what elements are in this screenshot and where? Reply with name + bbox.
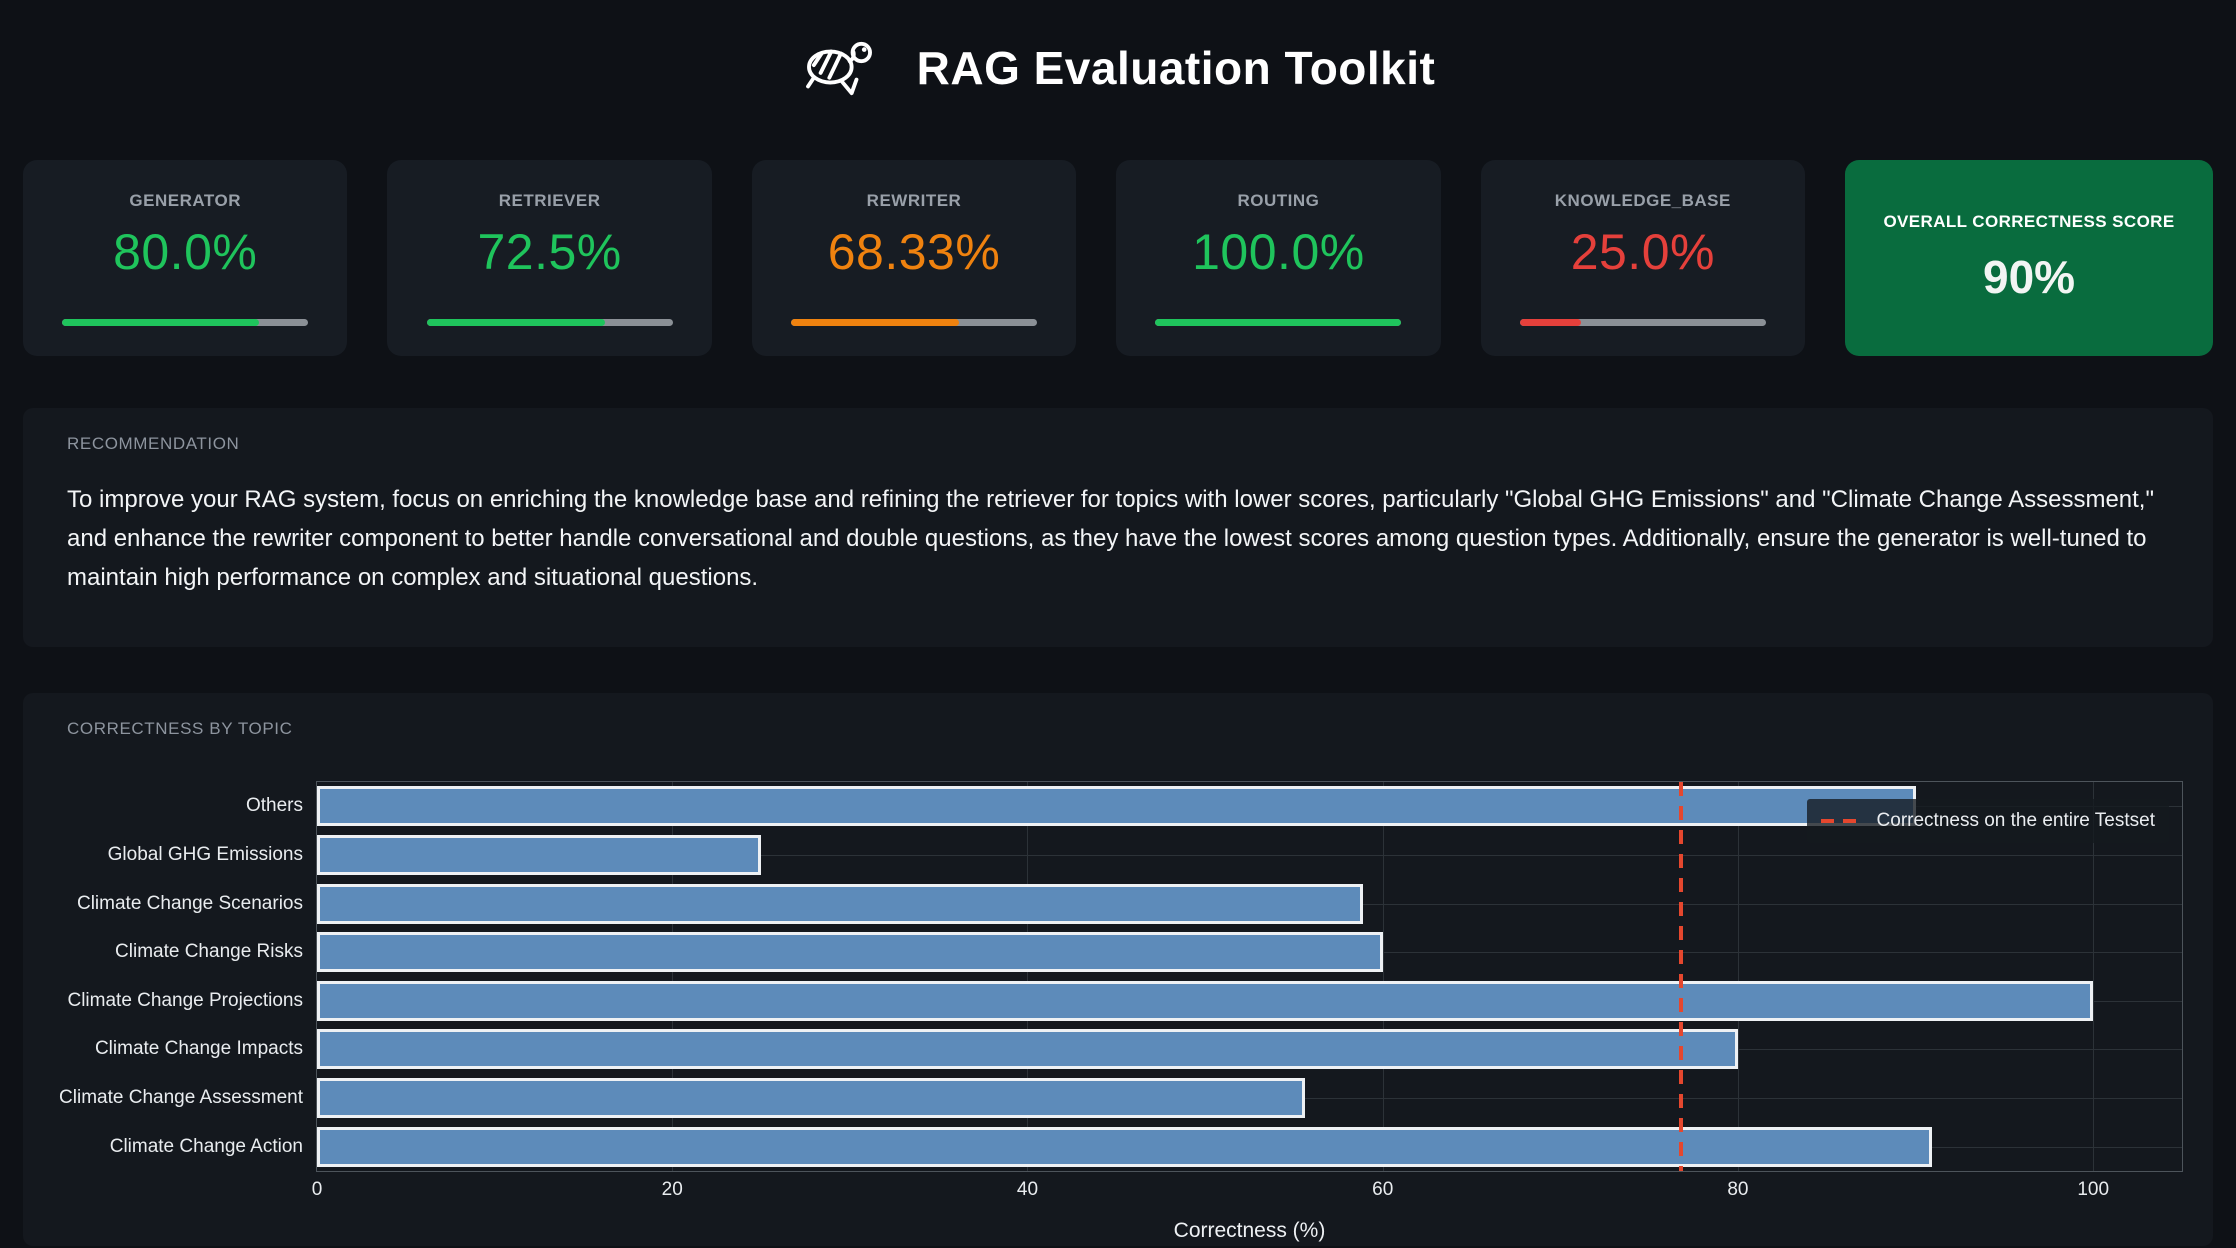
- gridline-vertical: [1737, 782, 1739, 1171]
- metric-label: KNOWLEDGE_BASE: [1554, 190, 1731, 210]
- gridline-vertical: [1027, 782, 1029, 1171]
- metric-value: 100.0%: [1192, 223, 1365, 280]
- bar-climate-change-impacts: [317, 1029, 1738, 1070]
- metrics-row: GENERATOR 80.0% RETRIEVER 72.5% REWRITER 68.3…: [23, 160, 2214, 356]
- metric-card-generator: GENERATOR 80.0%: [23, 160, 348, 356]
- bar-chart-plot-area: Others Global GHG Emissions Climate Change…: [59, 781, 2183, 1242]
- metric-label: ROUTING: [1237, 190, 1320, 210]
- metric-progress-track: [426, 318, 673, 326]
- chart-x-axis-title: Correctness (%): [1173, 1219, 1326, 1242]
- y-axis-category-label: Global GHG Emissions: [107, 843, 303, 865]
- gridline-vertical: [672, 782, 674, 1171]
- x-axis-tick-label: 40: [1016, 1179, 1039, 1200]
- y-axis-category-label: Climate Change Projections: [67, 989, 303, 1011]
- metric-value: 72.5%: [477, 223, 622, 280]
- dashed-line-legend-swatch: [1820, 819, 1865, 823]
- gridline-vertical: [1382, 782, 1384, 1171]
- chart-y-axis-labels: Others Global GHG Emissions Climate Change…: [15, 782, 303, 1171]
- overall-correctness-label: OVERALL CORRECTNESS SCORE: [1883, 212, 2175, 231]
- metric-value: 68.33%: [827, 223, 1001, 280]
- x-axis-tick-label: 20: [661, 1179, 683, 1200]
- page-title: RAG Evaluation Toolkit: [916, 42, 1436, 94]
- metric-value: 80.0%: [113, 223, 258, 280]
- metric-progress-fill: [1155, 318, 1402, 326]
- recommendation-panel: RECOMMENDATION To improve your RAG syste…: [23, 408, 2213, 647]
- metric-card-rewriter: REWRITER 68.33%: [751, 160, 1077, 356]
- y-axis-category-label: Climate Change Action: [109, 1135, 303, 1157]
- y-axis-category-label: Climate Change Impacts: [94, 1038, 303, 1060]
- chart-heading: CORRECTNESS BY TOPIC: [67, 719, 293, 738]
- gridline-vertical: [2093, 782, 2095, 1171]
- bar-climate-change-assessment: [317, 1078, 1305, 1119]
- metric-progress-fill: [426, 318, 605, 326]
- y-axis-category-label: Climate Change Scenarios: [76, 892, 303, 914]
- metric-progress-track: [1519, 318, 1766, 326]
- metric-label: RETRIEVER: [498, 190, 601, 210]
- recommendation-text: To improve your RAG system, focus on enr…: [67, 486, 2154, 591]
- overall-correctness-card: OVERALL CORRECTNESS SCORE 90%: [1845, 160, 2214, 356]
- metric-value: 25.0%: [1570, 223, 1715, 280]
- gridline-horizontal: [317, 854, 2182, 856]
- bar-climate-change-action: [317, 1126, 1932, 1167]
- metric-label: REWRITER: [866, 190, 962, 210]
- metric-progress-fill: [62, 318, 259, 326]
- x-axis-tick-label: 80: [1727, 1179, 1749, 1200]
- x-axis-tick-label: 100: [2077, 1179, 2110, 1200]
- metric-card-knowledge_base: KNOWLEDGE_BASE 25.0%: [1480, 160, 1806, 356]
- x-axis-tick-label: 0: [311, 1179, 323, 1200]
- metric-label: GENERATOR: [129, 190, 241, 210]
- metric-progress-track: [62, 318, 309, 326]
- metric-progress-fill: [791, 318, 960, 326]
- legend-label: Correctness on the entire Testset: [1876, 810, 2155, 831]
- correctness-by-topic-panel: CORRECTNESS BY TOPIC Others Global GHG Em…: [23, 693, 2213, 1246]
- x-axis-tick-label: 60: [1372, 1179, 1394, 1200]
- bar-climate-change-projections: [317, 980, 2094, 1021]
- bar-climate-change-risks: [317, 932, 1383, 973]
- y-axis-category-label: Climate Change Risks: [115, 941, 303, 963]
- bar-others: [317, 786, 1916, 827]
- bar-global-ghg-emissions: [317, 834, 762, 875]
- metric-progress-track: [1155, 318, 1402, 326]
- turtle-icon: [805, 41, 872, 96]
- chart-legend: Correctness on the entire Testset: [1806, 799, 2169, 843]
- y-axis-category-label: Others: [245, 795, 303, 817]
- metric-card-retriever: RETRIEVER 72.5%: [387, 160, 712, 356]
- metric-progress-track: [791, 318, 1038, 326]
- y-axis-category-label: Climate Change Assessment: [59, 1087, 303, 1109]
- overall-correctness-value: 90%: [1982, 251, 2076, 303]
- bar-climate-change-scenarios: [317, 883, 1364, 924]
- testset-correctness-reference-line: [1679, 782, 1684, 1171]
- metric-progress-fill: [1519, 318, 1582, 326]
- metric-card-routing: ROUTING 100.0%: [1116, 160, 1441, 356]
- header: RAG Evaluation Toolkit: [0, 0, 2236, 100]
- turtle-eye: [861, 47, 867, 52]
- recommendation-heading: RECOMMENDATION: [67, 434, 240, 453]
